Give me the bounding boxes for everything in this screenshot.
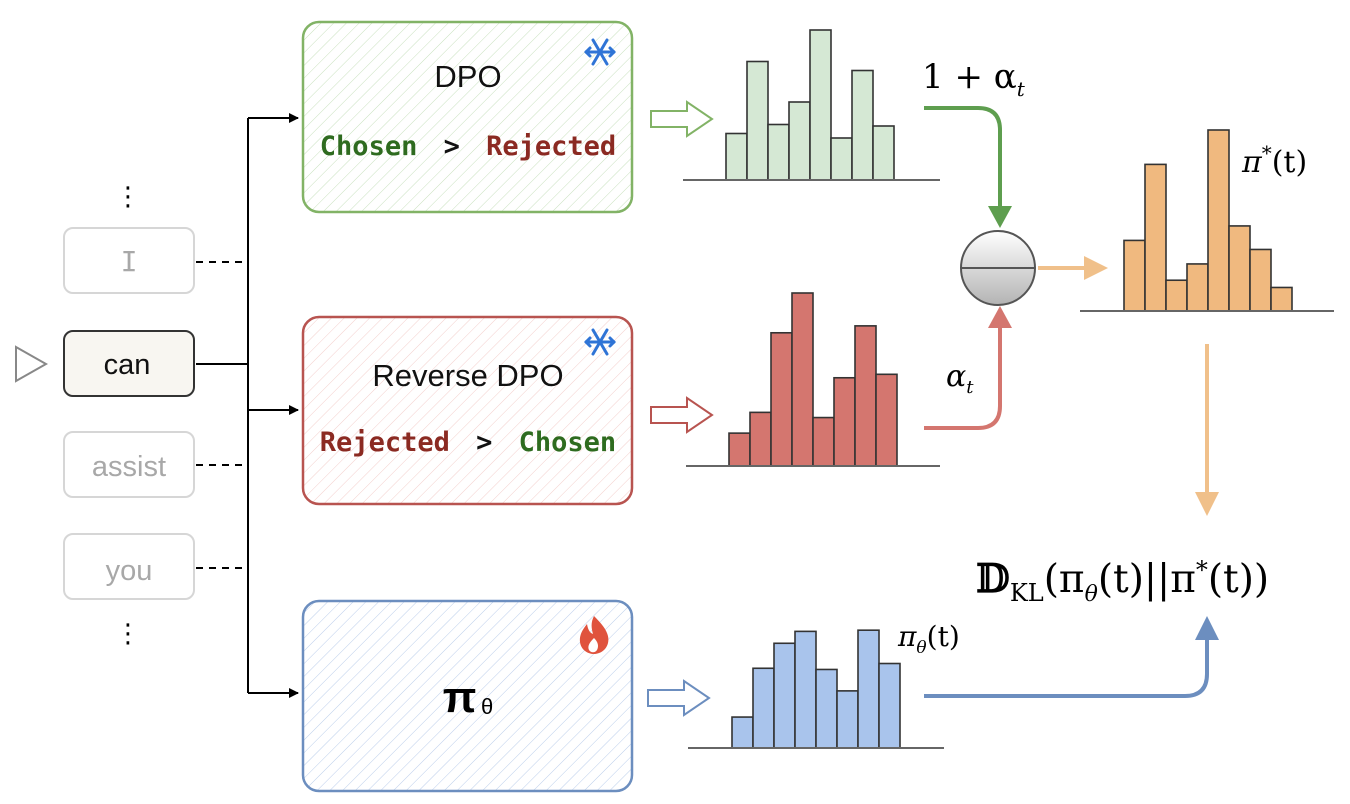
chosen-label: Chosen [320,131,418,162]
histogram-reverse-dpo [686,292,940,467]
histogram-bar [812,416,835,467]
token-label: I [121,245,138,278]
reverse-dpo-title: Reverse DPO [372,358,563,393]
histogram-bar [770,331,793,467]
histogram-bar [788,101,811,181]
policy-model-box: π θ [301,599,634,793]
histogram-target [1080,129,1334,312]
histogram-bar [854,325,877,467]
preference-op: > [444,131,460,162]
red-weight-label: αt [946,359,974,398]
histogram-bar [875,373,898,467]
fire-icon [579,616,609,654]
token-column: ⋮ I can assist you ⋮ [15,181,195,648]
histogram-bar [815,668,838,749]
dpo-title: DPO [434,59,501,94]
hollow-arrow-reverse-dpo [650,396,714,434]
token-assist[interactable]: assist [63,431,195,498]
histogram-bar [794,630,817,749]
chosen-label: Chosen [519,427,617,458]
token-can[interactable]: can [63,330,195,397]
reverse-dpo-preference: Rejected > Chosen [320,427,616,458]
target-dist-label: π*(t) [1241,141,1307,180]
histogram-bar [1186,263,1209,312]
histogram-bar [857,629,880,749]
histogram-bar [809,29,832,181]
blue-flow-arrow [924,638,1209,698]
histogram-policy [688,629,944,749]
hollow-arrow-dpo [650,100,714,138]
policy-symbol: π θ [443,673,493,722]
ellipsis-bottom: ⋮ [115,618,141,648]
histogram-bar [767,123,790,181]
histogram-bar [833,376,856,467]
histogram-bar [749,411,772,467]
token-you[interactable]: you [63,533,195,600]
preference-op: > [476,427,492,458]
red-flow-arrow [924,326,1002,430]
histogram-bar [851,69,874,181]
hollow-arrow-policy [647,679,711,717]
kl-objective-label: 𝔻KL(πθ(t)||π*(t)) [976,556,1269,607]
token-label: you [106,555,153,587]
rejected-label: Rejected [486,131,616,162]
histogram-bar [878,662,901,749]
histogram-bar [1207,129,1230,312]
ellipsis-top: ⋮ [115,181,141,211]
dpo-model-box: DPO Chosen > Rejected [301,20,634,214]
histogram-dpo [683,29,940,181]
combination-node [960,230,1036,306]
token-label: can [104,349,151,381]
token-i[interactable]: I [63,227,195,294]
histogram-bar [1144,163,1167,312]
histogram-bar [872,125,895,181]
rejected-label: Rejected [320,427,450,458]
histogram-bar [752,667,775,749]
histogram-bar [836,690,859,749]
histogram-bar [1270,286,1293,312]
current-token-pointer-icon [15,345,49,383]
histogram-bar [725,132,748,181]
histogram-bar [731,716,754,749]
histogram-bar [1228,225,1251,312]
green-flow-arrow [924,106,1002,207]
histogram-bar [791,292,814,467]
token-connectors [196,113,299,698]
snowflake-icon [584,328,616,356]
reverse-dpo-model-box: Reverse DPO Rejected > Chosen [301,315,634,506]
snowflake-icon [584,38,616,66]
histogram-bar [1165,279,1188,312]
green-weight-label: 1 + αt [922,57,1026,101]
token-label: assist [92,451,166,483]
policy-dist-label: πθ(t) [897,620,960,658]
histogram-bar [728,432,751,467]
histogram-bar [830,137,853,181]
histogram-bar [1249,248,1272,312]
histogram-bar [746,60,769,181]
histogram-bar [1123,239,1146,312]
dpo-preference: Chosen > Rejected [320,131,616,162]
histogram-bar [773,642,796,749]
